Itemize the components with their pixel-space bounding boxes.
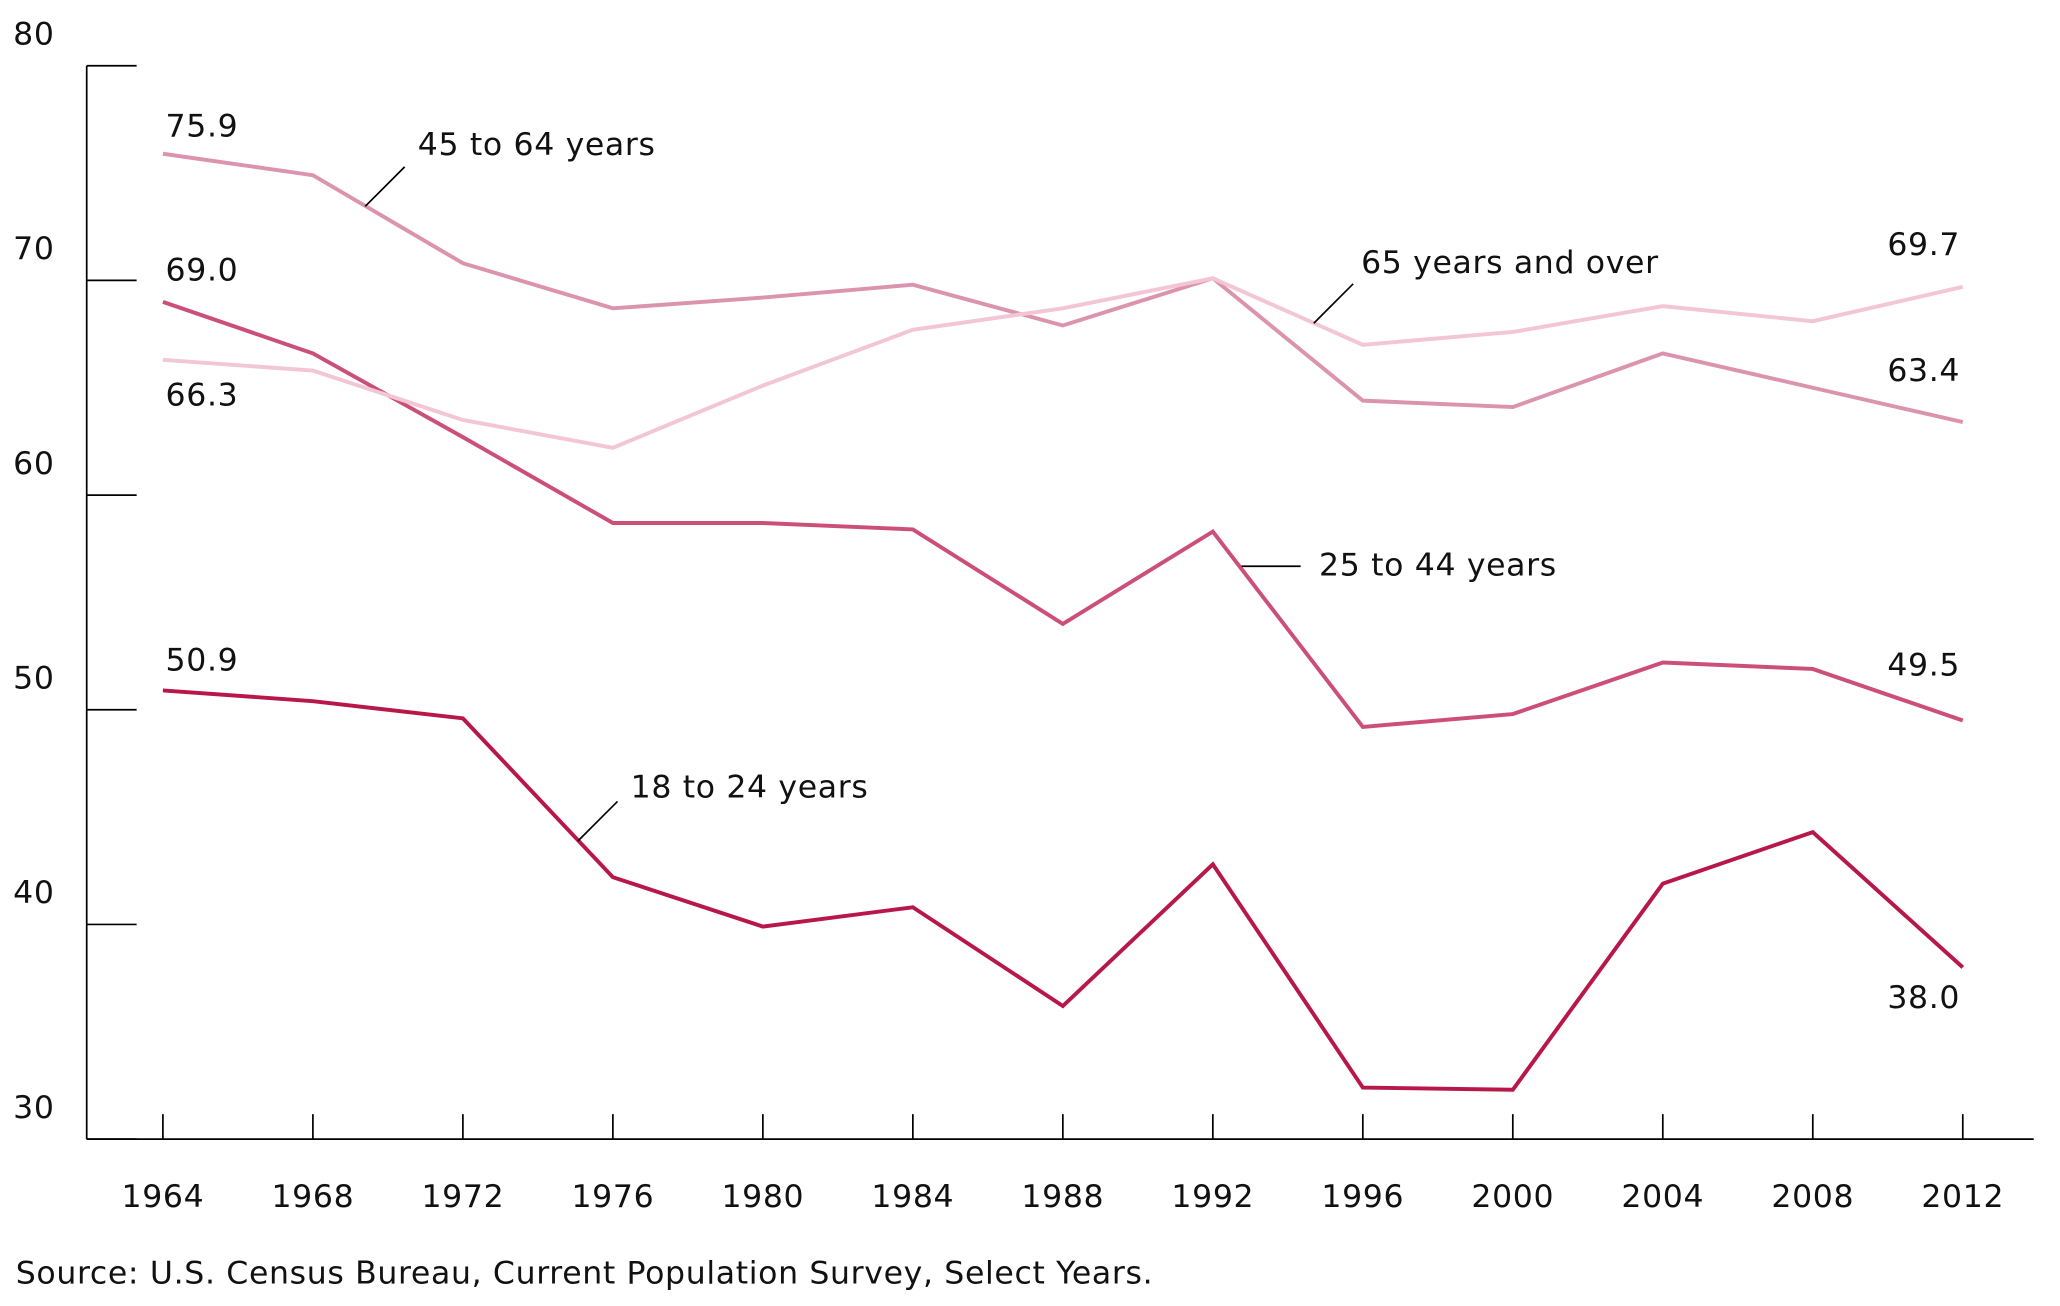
x-tick-label: 1968 [271, 1179, 354, 1215]
series-line [162, 276, 1964, 450]
x-tick-label: 2012 [1921, 1179, 2004, 1215]
x-tick-label: 1988 [1021, 1179, 1104, 1215]
leader-line [364, 166, 406, 207]
series-label: 65 years and over [1361, 245, 1659, 281]
x-tick-label: 1972 [421, 1179, 504, 1215]
y-tick-label: 70 [13, 231, 54, 267]
x-tick-label: 1992 [1171, 1179, 1254, 1215]
x-tick-label: 2008 [1771, 1179, 1854, 1215]
x-tick-label: 1976 [571, 1179, 654, 1215]
source-note: Source: U.S. Census Bureau, Current Popu… [16, 1255, 1154, 1291]
leader-line [577, 800, 619, 842]
x-tick-label: 1984 [871, 1179, 954, 1215]
value-label: 38.0 [1887, 980, 1960, 1016]
y-tick-label: 80 [13, 17, 54, 53]
x-tick-label: 1964 [121, 1179, 204, 1215]
x-tick-label: 2004 [1621, 1179, 1704, 1215]
series-label: 18 to 24 years [631, 769, 869, 805]
x-tick-label: 2000 [1471, 1179, 1554, 1215]
value-label: 69.0 [166, 253, 239, 289]
x-tick-label: 1996 [1321, 1179, 1404, 1215]
series-line [162, 151, 1964, 425]
value-label: 75.9 [166, 108, 239, 144]
y-tick-label: 30 [13, 1090, 54, 1126]
y-tick-label: 50 [13, 661, 54, 697]
leader-line [1313, 283, 1354, 324]
series-label: 25 to 44 years [1319, 547, 1557, 583]
y-tick-label: 60 [13, 446, 54, 482]
value-label: 50.9 [166, 643, 239, 679]
series-line [162, 300, 1964, 729]
value-label: 63.4 [1887, 353, 1960, 389]
x-tick-label: 1980 [721, 1179, 804, 1215]
y-tick-label: 40 [13, 875, 54, 911]
value-label: 66.3 [166, 378, 239, 414]
value-label: 49.5 [1887, 648, 1960, 684]
series-label: 45 to 64 years [418, 127, 656, 163]
value-label: 69.7 [1887, 227, 1960, 263]
series-line [162, 688, 1965, 1092]
